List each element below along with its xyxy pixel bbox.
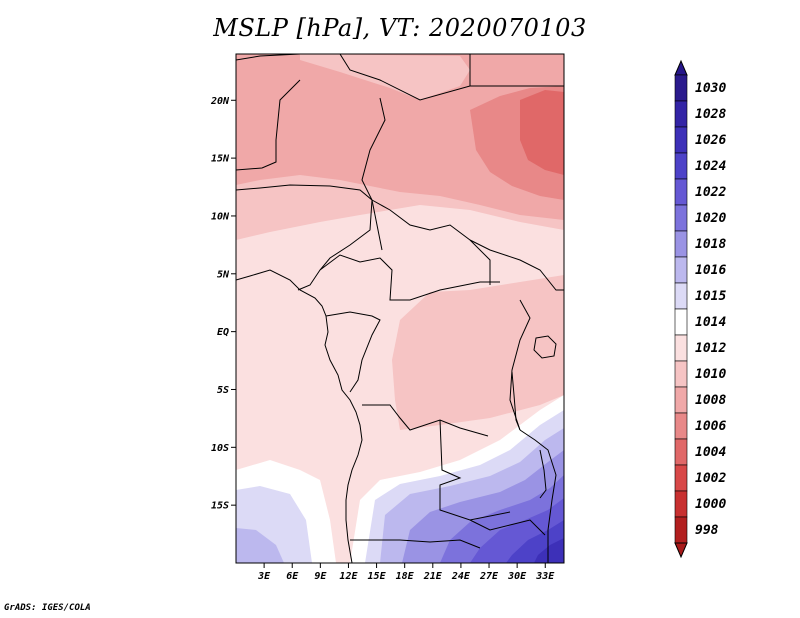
colorbar-label: 1014 bbox=[695, 315, 726, 330]
colorbar-label: 1024 bbox=[695, 159, 726, 174]
longitude-axis: 3E 6E 9E 12E 15E 18E 21E 24E 27E 30E 33E bbox=[257, 563, 555, 582]
border-namibia bbox=[350, 539, 481, 549]
colorbar-swatch bbox=[674, 178, 688, 206]
lat-tick-label: 5N bbox=[217, 269, 230, 280]
border-libya-chad bbox=[339, 54, 471, 101]
border-cameroon-car bbox=[371, 199, 491, 285]
map-frame bbox=[235, 53, 565, 564]
border-gabon bbox=[325, 311, 381, 393]
colorbar-label: 1000 bbox=[695, 497, 726, 512]
border-drc-east bbox=[509, 299, 531, 431]
colorbar-label: 1004 bbox=[695, 445, 726, 460]
border-mozambique bbox=[519, 429, 557, 563]
latitude-axis: 20N 15N 10N 5N EQ 5S 10S 15S bbox=[210, 96, 236, 512]
colorbar-swatch bbox=[674, 490, 688, 518]
lat-tick-label: 10N bbox=[211, 211, 230, 222]
pressure-band-1008 bbox=[236, 54, 564, 220]
border-car-congo bbox=[319, 254, 500, 301]
colorbar-label: 1010 bbox=[695, 367, 726, 382]
colorbar-label: 1020 bbox=[695, 211, 726, 226]
border-zambia-zimbabwe bbox=[469, 519, 546, 536]
lon-tick-label: 9E bbox=[314, 571, 327, 582]
lon-tick-label: 18E bbox=[396, 571, 415, 582]
colorbar-label: 1016 bbox=[695, 263, 726, 278]
lake-malawi bbox=[539, 449, 547, 499]
lon-tick-label: 15E bbox=[368, 571, 387, 582]
colorbar-label: 1022 bbox=[695, 185, 726, 200]
pressure-band-1004 bbox=[520, 90, 564, 175]
lon-tick-label: 12E bbox=[339, 571, 358, 582]
colorbar-label: 1030 bbox=[695, 81, 726, 96]
border-south-sudan-east bbox=[469, 239, 564, 291]
lon-tick-label: 27E bbox=[479, 571, 499, 582]
pressure-band-1008-top-light bbox=[300, 54, 470, 100]
lake-tanganyika bbox=[511, 371, 521, 431]
lat-tick-label: 15S bbox=[211, 501, 229, 512]
colorbar-label: 1012 bbox=[695, 341, 726, 356]
colorbar-swatch bbox=[674, 100, 688, 128]
border-nigeria bbox=[236, 184, 373, 291]
border-algeria-niger bbox=[236, 54, 301, 61]
colorbar-swatch bbox=[674, 152, 688, 180]
colorbar-swatch bbox=[674, 308, 688, 336]
colorbar: 1030 1028 1026 1024 1022 1020 1018 1016 1015 1014… bbox=[674, 59, 726, 559]
colorbar-swatch bbox=[674, 334, 688, 362]
coastline-west bbox=[236, 269, 363, 563]
colorbar-swatch bbox=[674, 256, 688, 284]
country-borders bbox=[236, 54, 564, 563]
pressure-band-1016-west bbox=[236, 528, 284, 563]
pressure-band-1026-east bbox=[534, 538, 564, 563]
colorbar-swatch bbox=[674, 126, 688, 154]
lake-victoria bbox=[533, 335, 557, 359]
colorbar-label: 1002 bbox=[695, 471, 726, 486]
lon-tick-label: 3E bbox=[257, 571, 271, 582]
lat-tick-label: 10S bbox=[211, 443, 229, 454]
colorbar-swatch bbox=[674, 516, 688, 544]
lon-tick-label: 24E bbox=[451, 571, 471, 582]
grads-credit: GrADS: IGES/COLA bbox=[4, 603, 91, 613]
colorbar-swatch bbox=[674, 412, 688, 440]
colorbar-swatch bbox=[674, 360, 688, 388]
colorbar-swatch bbox=[674, 464, 688, 492]
colorbar-label: 1018 bbox=[695, 237, 726, 252]
colorbar-label: 1026 bbox=[695, 133, 726, 148]
colorbar-top-cap bbox=[674, 59, 688, 76]
colorbar-swatch bbox=[674, 438, 688, 466]
colorbar-bottom-cap bbox=[674, 542, 688, 559]
lon-tick-label: 21E bbox=[423, 571, 443, 582]
colorbar-swatch bbox=[674, 74, 688, 102]
border-chad-sudan bbox=[361, 97, 386, 251]
pressure-field bbox=[236, 54, 564, 563]
border-niger-chad bbox=[236, 79, 301, 171]
lat-tick-label: 5S bbox=[217, 385, 229, 396]
border-angola-drc bbox=[362, 404, 489, 437]
lat-tick-label: 20N bbox=[210, 96, 230, 107]
lon-tick-label: 30E bbox=[507, 571, 527, 582]
colorbar-swatch bbox=[674, 230, 688, 258]
lon-tick-label: 33E bbox=[535, 571, 555, 582]
lon-tick-label: 6E bbox=[286, 571, 299, 582]
lat-tick-label: EQ bbox=[217, 327, 229, 338]
colorbar-label: 1006 bbox=[695, 419, 726, 434]
colorbar-label: 998 bbox=[695, 523, 719, 538]
lat-tick-label: 15N bbox=[211, 154, 230, 165]
map-title: MSLP [hPa], VT: 2020070103 bbox=[213, 14, 587, 42]
colorbar-swatch bbox=[674, 282, 688, 310]
colorbar-swatch bbox=[674, 386, 688, 414]
colorbar-label: 1008 bbox=[695, 393, 726, 408]
colorbar-label: 1028 bbox=[695, 107, 726, 122]
colorbar-label: 1015 bbox=[695, 289, 726, 304]
colorbar-swatch bbox=[674, 204, 688, 232]
